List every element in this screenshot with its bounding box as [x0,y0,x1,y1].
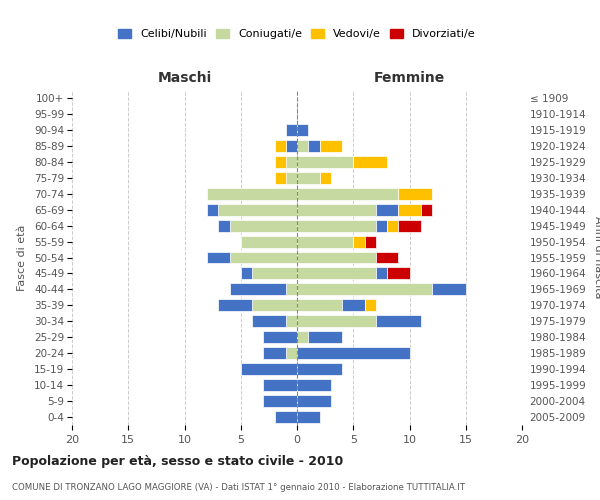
Bar [297,347,409,359]
Bar [297,332,308,343]
Y-axis label: Anni di nascita: Anni di nascita [593,216,600,298]
Bar [421,204,432,216]
Bar [297,220,376,232]
Bar [207,204,218,216]
Bar [376,220,387,232]
Bar [286,316,297,328]
Bar [286,347,297,359]
Bar [320,172,331,184]
Bar [252,316,286,328]
Bar [286,124,297,136]
Bar [320,140,342,152]
Bar [252,268,297,280]
Bar [365,300,376,312]
Bar [376,268,387,280]
Bar [297,188,398,200]
Bar [297,363,342,375]
Bar [275,140,286,152]
Bar [263,332,297,343]
Bar [308,140,320,152]
Bar [365,236,376,248]
Bar [297,316,376,328]
Text: COMUNE DI TRONZANO LAGO MAGGIORE (VA) - Dati ISTAT 1° gennaio 2010 - Elaborazion: COMUNE DI TRONZANO LAGO MAGGIORE (VA) - … [12,482,465,492]
Bar [297,300,342,312]
Bar [241,268,252,280]
Bar [286,172,297,184]
Bar [218,300,252,312]
Bar [218,204,297,216]
Bar [297,140,308,152]
Bar [297,395,331,407]
Bar [207,188,297,200]
Bar [252,300,297,312]
Bar [241,236,297,248]
Bar [353,236,365,248]
Text: Popolazione per età, sesso e stato civile - 2010: Popolazione per età, sesso e stato civil… [12,455,343,468]
Bar [387,268,409,280]
Bar [229,284,286,296]
Bar [432,284,466,296]
Bar [398,220,421,232]
Bar [353,156,387,168]
Bar [297,172,320,184]
Bar [297,284,432,296]
Bar [241,363,297,375]
Bar [376,204,398,216]
Bar [308,332,342,343]
Bar [229,252,297,264]
Bar [387,220,398,232]
Bar [398,188,432,200]
Bar [342,300,365,312]
Bar [263,379,297,391]
Bar [229,220,297,232]
Bar [398,204,421,216]
Bar [297,236,353,248]
Bar [297,268,376,280]
Bar [263,395,297,407]
Bar [286,140,297,152]
Y-axis label: Fasce di età: Fasce di età [17,224,27,290]
Legend: Celibi/Nubili, Coniugati/e, Vedovi/e, Divorziati/e: Celibi/Nubili, Coniugati/e, Vedovi/e, Di… [118,28,476,39]
Bar [275,156,286,168]
Bar [275,411,297,423]
Bar [218,220,229,232]
Bar [297,411,320,423]
Bar [275,172,286,184]
Bar [297,156,353,168]
Bar [297,252,376,264]
Text: Femmine: Femmine [374,71,445,85]
Bar [263,347,286,359]
Bar [286,156,297,168]
Bar [376,252,398,264]
Bar [286,284,297,296]
Bar [297,124,308,136]
Bar [297,379,331,391]
Bar [207,252,229,264]
Bar [297,204,376,216]
Bar [376,316,421,328]
Text: Maschi: Maschi [157,71,212,85]
